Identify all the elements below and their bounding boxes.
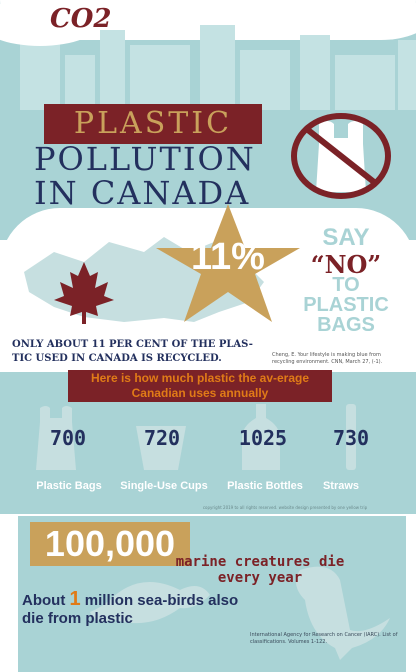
header-title: CO2: [50, 4, 112, 34]
marine-text: marine creatures die every year: [175, 554, 345, 586]
marine-graphic: [90, 566, 390, 660]
slogan-bags: BAGS: [317, 314, 375, 336]
turtle-icon: [90, 582, 210, 624]
seabirds-citation: International Agency for Research on Can…: [250, 632, 398, 645]
slogan-say: SAY: [322, 224, 370, 251]
usage-label-bottles: Plastic Bottles: [227, 480, 303, 492]
usage-heading-box: Here is how much plastic the av-erage Ca…: [68, 370, 332, 402]
maple-leaf-icon: [54, 262, 114, 324]
cup-icon: [136, 426, 186, 470]
recycle-percent: 11%: [191, 236, 265, 278]
straw-icon: [346, 404, 356, 470]
seabirds-number: 1: [69, 588, 81, 610]
marine-number-box: 100,000: [30, 522, 190, 566]
bottle-icon: [242, 404, 280, 470]
seabirds-statement: About 1 million sea-birds also die from …: [22, 588, 246, 650]
marine-number: 100,000: [44, 523, 176, 564]
usage-icons: [36, 404, 356, 470]
seabirds-pre: About: [22, 592, 66, 609]
skyline-graphic: [0, 0, 416, 110]
usage-value-cups: 720: [143, 426, 181, 450]
headline-plastic: PLASTIC: [73, 106, 233, 141]
usage-label-cups: Single-Use Cups: [120, 480, 208, 492]
usage-value-straws: 730: [332, 426, 370, 450]
headline-pollution: POLLUTION: [34, 140, 256, 178]
recycle-citation: Cheng, E. Your lifestyle is making blue …: [272, 352, 383, 365]
seabirds-post: million sea-birds also die from plastic: [22, 592, 239, 627]
headline-canada: IN CANADA: [34, 174, 251, 212]
usage-value-bags: 700: [49, 426, 87, 450]
usage-copyright: copyright 2019 to all rights reserved. w…: [202, 505, 368, 510]
headline-plastic-box: PLASTIC: [44, 104, 262, 144]
usage-label-bags: Plastic Bags: [36, 480, 102, 492]
slogan-plastic: PLASTIC: [303, 294, 389, 316]
star-graphic: [156, 204, 300, 322]
slogan-no: “NO”: [310, 250, 382, 279]
slogan-to: TO: [332, 274, 360, 296]
no-plastic-bag-icon: [291, 113, 391, 199]
usage-label-straws: Straws: [322, 480, 360, 492]
bird-icon: [296, 566, 390, 660]
recycle-note: ONLY ABOUT 11 PER CENT OF THE PLAS-TIC U…: [12, 339, 253, 364]
usage-heading: Here is how much plastic the av-erage Ca…: [90, 371, 310, 400]
plastic-bag-icon: [36, 406, 76, 470]
usage-value-bottles: 1025: [238, 426, 288, 450]
